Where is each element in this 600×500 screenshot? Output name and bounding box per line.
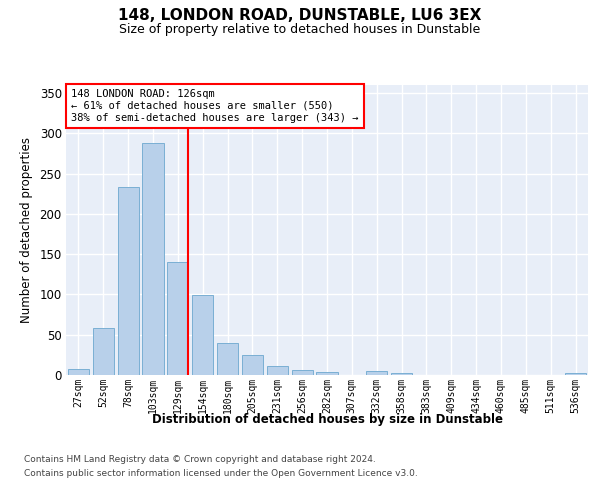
Bar (167, 262, 188, 375)
Text: Contains HM Land Registry data © Crown copyright and database right 2024.: Contains HM Land Registry data © Crown c… (24, 456, 376, 464)
Bar (267, 366, 288, 375)
Bar (316, 372, 338, 375)
Bar (391, 372, 412, 375)
Bar (142, 143, 164, 375)
Text: Distribution of detached houses by size in Dunstable: Distribution of detached houses by size … (151, 412, 503, 426)
Y-axis label: Number of detached properties: Number of detached properties (20, 137, 32, 323)
Bar (565, 374, 586, 375)
Text: Size of property relative to detached houses in Dunstable: Size of property relative to detached ho… (119, 22, 481, 36)
Bar (217, 343, 238, 375)
Bar (292, 370, 313, 375)
Bar (366, 371, 387, 375)
Bar (93, 328, 114, 375)
Bar (118, 186, 139, 375)
Bar (192, 295, 213, 375)
Text: 148 LONDON ROAD: 126sqm
← 61% of detached houses are smaller (550)
38% of semi-d: 148 LONDON ROAD: 126sqm ← 61% of detache… (71, 90, 359, 122)
Text: 148, LONDON ROAD, DUNSTABLE, LU6 3EX: 148, LONDON ROAD, DUNSTABLE, LU6 3EX (118, 8, 482, 22)
Bar (68, 368, 89, 375)
Text: Contains public sector information licensed under the Open Government Licence v3: Contains public sector information licen… (24, 469, 418, 478)
Bar (242, 355, 263, 375)
